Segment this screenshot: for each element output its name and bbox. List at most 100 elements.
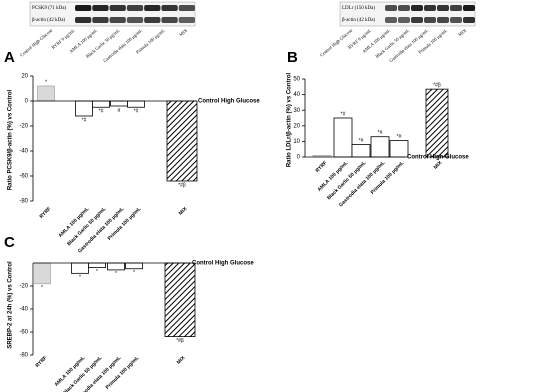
bar [370,136,390,158]
y-tick-label: -60 [19,330,28,336]
blot-band [450,17,462,23]
x-tick-label: RYRF [35,355,49,369]
lane-label: Control High Glucose [319,28,353,58]
blot-band [161,5,178,11]
y-tick-label: -40 [19,149,28,155]
significance-label: *# [378,130,383,136]
blot-band [178,17,195,23]
y-tick-label: 30 [293,108,300,114]
bar [107,262,125,271]
y-axis-label: SREBP-2 at 24h (%) vs Control [8,261,14,349]
blot-band [126,17,144,23]
blot-band [424,17,436,23]
bar [92,100,110,108]
blot-band [450,5,462,11]
blot-band [75,17,92,23]
significance-label: * [96,269,98,275]
lane-label: MIX [457,27,468,37]
blot-band [144,5,161,11]
blot-band [437,5,449,11]
bar [37,85,55,102]
bar [71,262,89,274]
blot-label: LDLr (150 kDa) [342,6,375,11]
y-tick-label: 50 [293,77,300,83]
blot-band [398,5,410,11]
bar [127,100,145,108]
blot-band [424,5,436,11]
blot-band [109,5,126,11]
blot-band [161,17,178,23]
x-tick-label: MIX [433,160,444,171]
blot-band [126,5,144,11]
y-axis-label: Ratio PCSK9/β-actin (%) vs Control [8,90,14,191]
blot-band [144,17,161,23]
y-axis-label: Ratio LDLr/β-actin (%) vs Control [287,73,293,168]
x-tick-label: RYRF [39,206,53,220]
bar [110,100,128,107]
blot-label: β-actin (42 kDa) [32,18,65,23]
blot-band [92,5,109,11]
blot-band [463,5,475,11]
y-tick-label: 0 [25,99,29,105]
y-tick-label: -20 [19,284,28,290]
baseline-label: Control High Glucose [192,261,254,267]
blot-band [385,5,397,11]
y-tick-label: -60 [19,174,28,180]
blot-band [92,17,109,23]
significance-label: *# [341,111,346,117]
lane-label: Black Garlic 50 μg/mL [374,28,410,59]
bar [88,262,106,268]
y-tick-label: 10 [293,139,300,145]
significance-label: * [133,270,135,276]
baseline-label: Control High Glucose [407,155,469,161]
blot-band [437,17,449,23]
blot-band [463,17,475,23]
bar [351,144,371,158]
significance-label: α [118,107,121,113]
blot-band [385,17,397,23]
bar [166,100,198,182]
blot-label: β-actin (42 kDa) [342,18,375,23]
significance-label: *#β [433,82,441,88]
x-tick-label: Primula 100 μg/mL [105,355,141,391]
significance-label: * [79,275,81,281]
panel-label: B [287,49,298,66]
y-tick-label: -40 [19,307,28,313]
panel-label: A [4,49,15,66]
y-tick-label: 0 [297,155,301,161]
x-tick-label: RYRF [315,160,329,174]
significance-label: *# [359,138,364,144]
bar [75,100,93,117]
significance-label: *# [82,117,87,123]
blot-band [411,17,423,23]
x-tick-label: Primula 100 μg/mL [370,160,406,196]
lane-label: Control High Glucose [19,28,53,58]
blot-band [75,5,92,11]
panel-label: C [4,234,15,251]
blot-band [109,17,126,23]
significance-label: * [45,79,47,85]
significance-label: *#β [178,182,186,188]
significance-label: *# [134,109,139,115]
significance-label: *# [397,134,402,140]
lane-label: Gastrodia elata 100 μg/mL [102,28,143,64]
y-tick-label: -20 [19,124,28,130]
significance-label: *# [99,109,104,115]
x-tick-label: Primula 100 μg/mL [107,206,143,242]
x-tick-label: MIX [178,206,189,217]
blot-band [411,5,423,11]
y-tick-label: 20 [21,74,28,80]
lane-label: MIX [178,27,189,37]
bar [33,262,51,285]
significance-label: * [41,285,43,291]
x-tick-label: MIX [176,355,187,366]
baseline-label: Control High Glucose [198,99,260,105]
blot-band [398,17,410,23]
bar [425,88,449,158]
y-tick-label: -80 [19,353,28,359]
bar [389,140,409,158]
bar [164,262,196,337]
significance-label: *#β [176,338,184,344]
blot-band [178,5,195,11]
